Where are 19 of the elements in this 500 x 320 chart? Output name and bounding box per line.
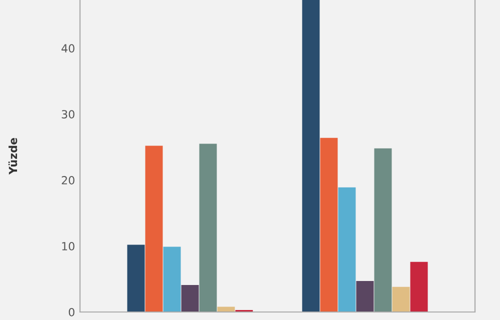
bar <box>181 284 199 312</box>
bar <box>392 286 410 312</box>
bar <box>338 187 356 312</box>
bar <box>302 0 320 312</box>
y-tick-label: 20 <box>62 176 74 184</box>
y-tick-label: 30 <box>62 110 74 118</box>
bar <box>374 148 392 312</box>
bar <box>217 306 235 312</box>
bar <box>356 281 374 312</box>
y-tick-label: 40 <box>62 44 74 53</box>
bar <box>199 144 217 312</box>
y-tick-label: 0 <box>68 308 74 316</box>
bar <box>127 244 145 312</box>
bar <box>410 262 428 312</box>
bar <box>145 146 163 312</box>
y-tick-label: 10 <box>62 242 74 250</box>
bar <box>163 246 181 312</box>
bar <box>320 138 338 312</box>
y-axis-title: Yüzde <box>8 138 18 175</box>
